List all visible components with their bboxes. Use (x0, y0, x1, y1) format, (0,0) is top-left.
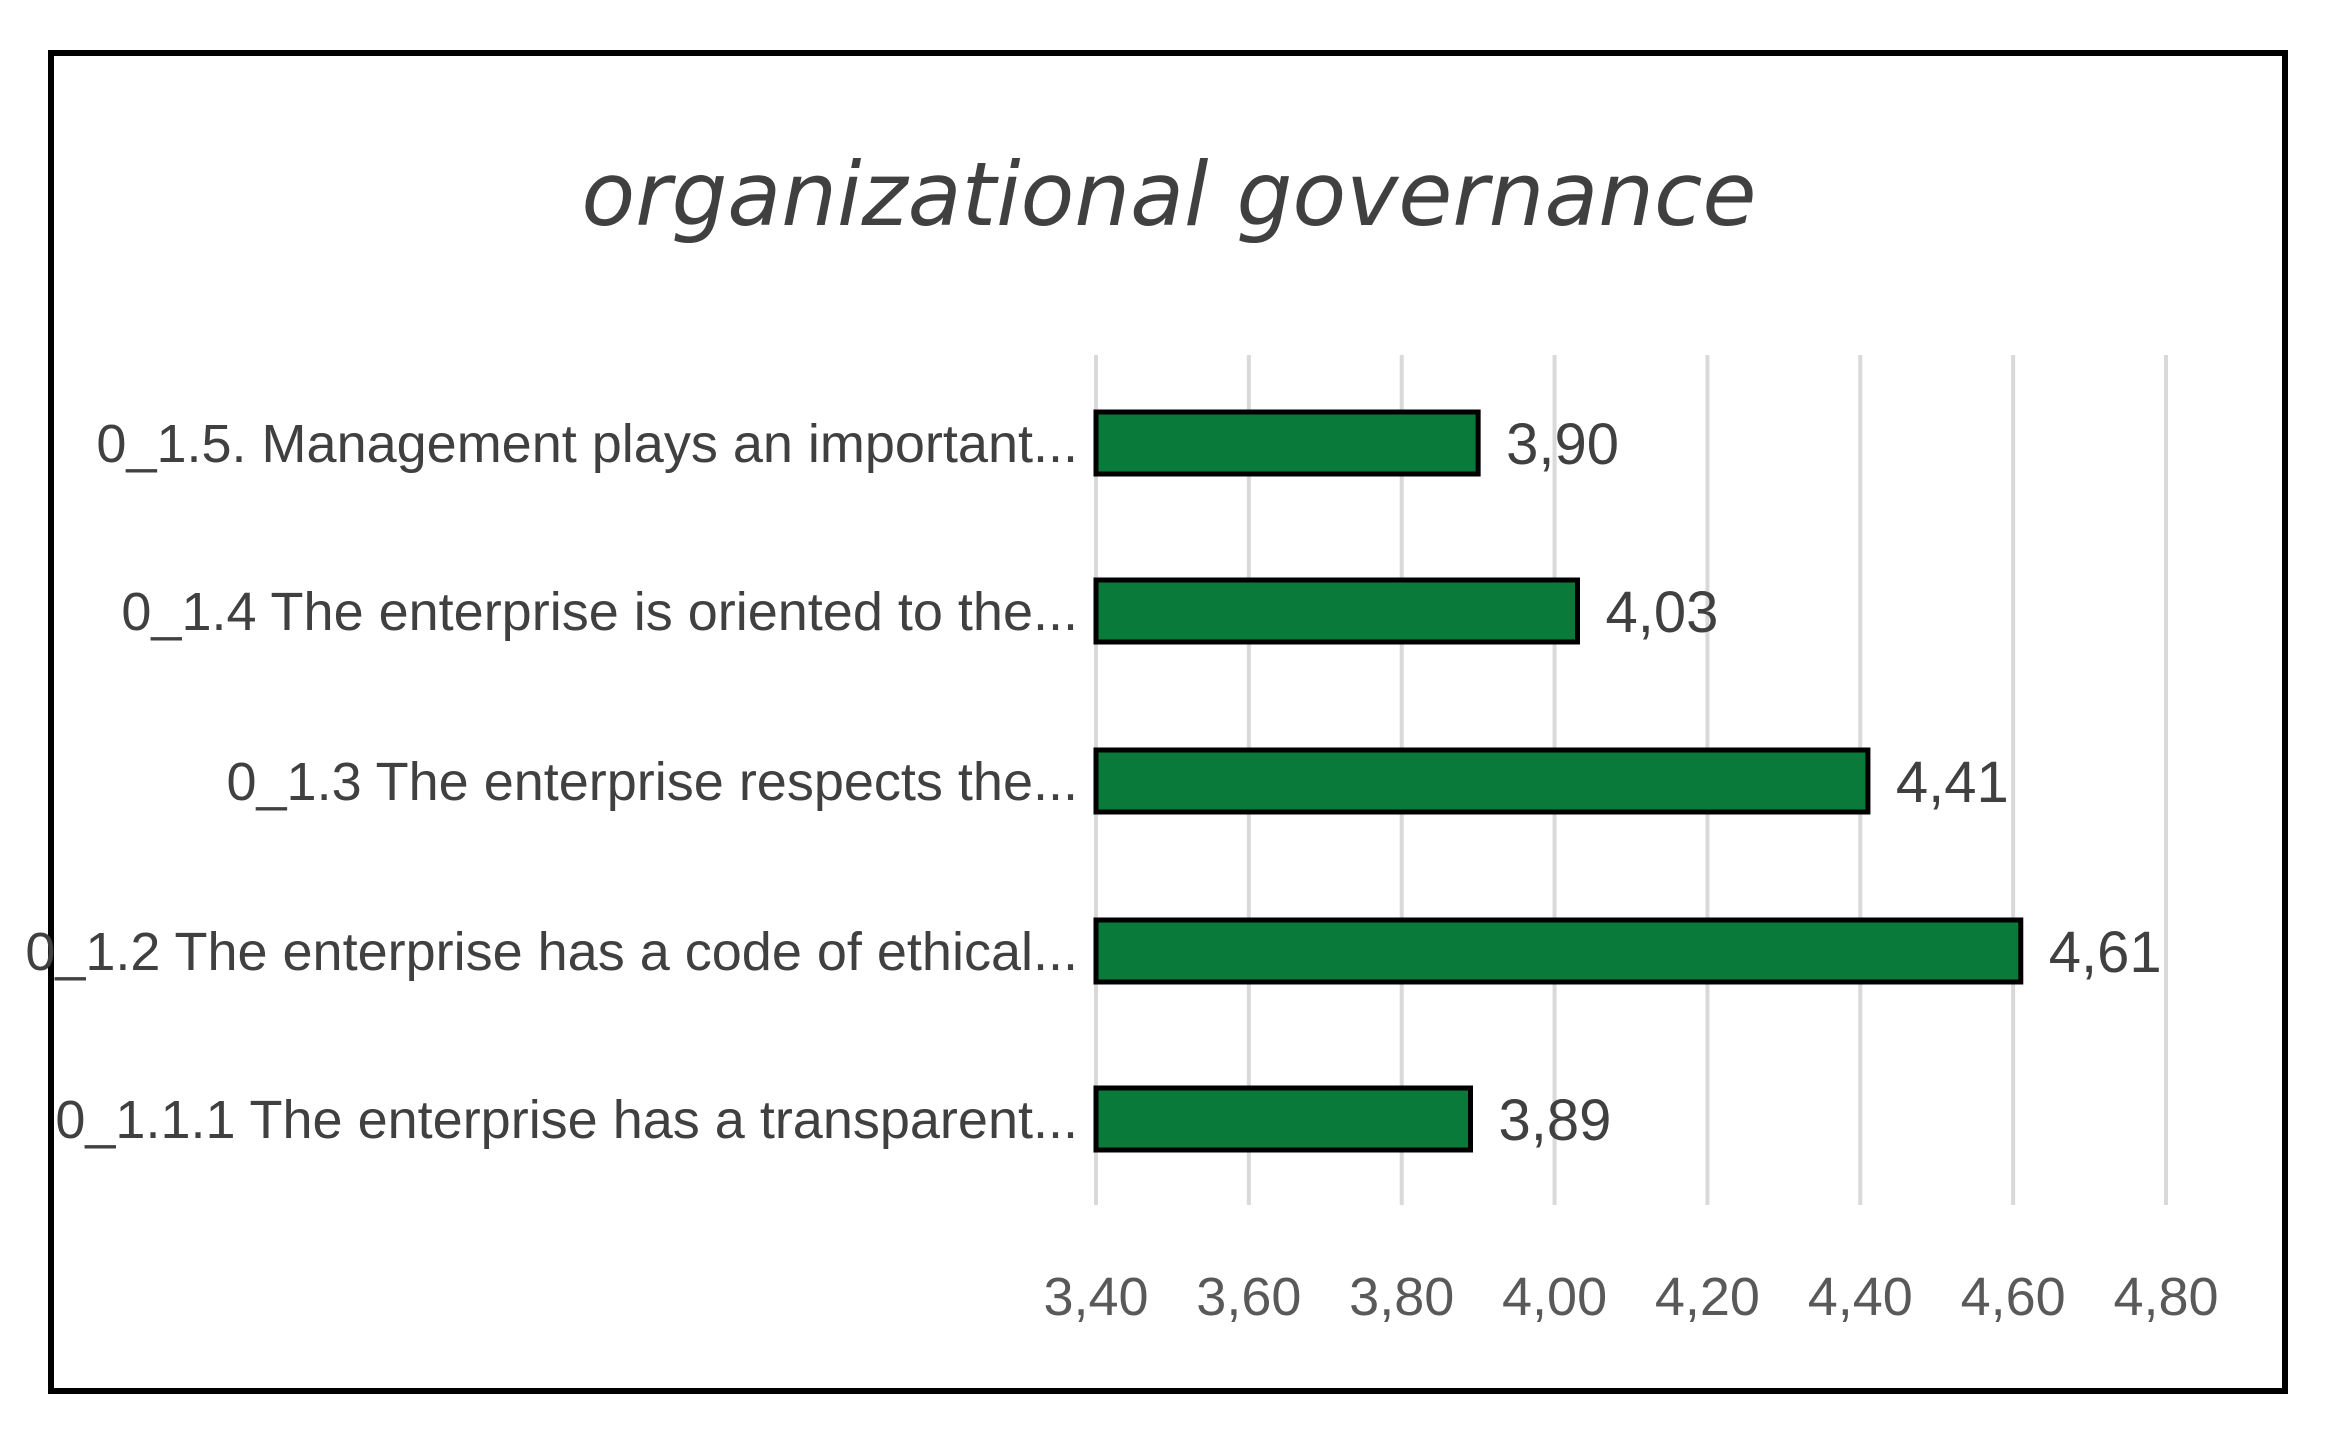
category-label-0: 0_1.5. Management plays an important... (96, 414, 1078, 474)
x-tick-label-5: 4,40 (1808, 1267, 1913, 1327)
data-labels: 3,90 4,03 4,41 4,61 3,89 (1499, 412, 2162, 1153)
x-tick-label-0: 3,40 (1043, 1267, 1148, 1327)
category-label-2: 0_1.3 The enterprise respects the... (226, 752, 1078, 812)
x-tick-label-1: 3,60 (1196, 1267, 1301, 1327)
x-tick-label-4: 4,20 (1655, 1267, 1760, 1327)
chart-title: organizational governance (581, 143, 1756, 246)
bar-1 (1093, 577, 1580, 645)
data-label-1: 4,03 (1606, 580, 1719, 645)
x-axis-tick-labels: 3,40 3,60 3,80 4,00 4,20 4,40 4,60 4,80 (1043, 1267, 2218, 1327)
category-labels: 0_1.5. Management plays an important... 0… (25, 414, 1078, 1150)
data-label-3: 4,61 (2049, 920, 2162, 985)
x-tick-label-7: 4,80 (2113, 1267, 2218, 1327)
bar-4 (1093, 1085, 1473, 1153)
x-tick-label-2: 3,80 (1349, 1267, 1454, 1327)
data-label-4: 3,89 (1499, 1088, 1612, 1153)
x-tick-label-3: 4,00 (1502, 1267, 1607, 1327)
data-label-0: 3,90 (1506, 412, 1619, 477)
chart-frame (48, 50, 2288, 1394)
bar-0 (1093, 409, 1481, 477)
data-label-2: 4,41 (1896, 750, 2009, 815)
category-label-4: 0_1.1.1 The enterprise has a transparent… (55, 1090, 1078, 1150)
category-label-3: 0_1.2 The enterprise has a code of ethic… (25, 922, 1078, 982)
bar-3 (1093, 917, 2024, 985)
category-label-1: 0_1.4 The enterprise is oriented to the.… (121, 582, 1078, 642)
x-tick-label-6: 4,60 (1961, 1267, 2066, 1327)
bar-2 (1093, 747, 1871, 815)
bars (1093, 409, 2024, 1153)
